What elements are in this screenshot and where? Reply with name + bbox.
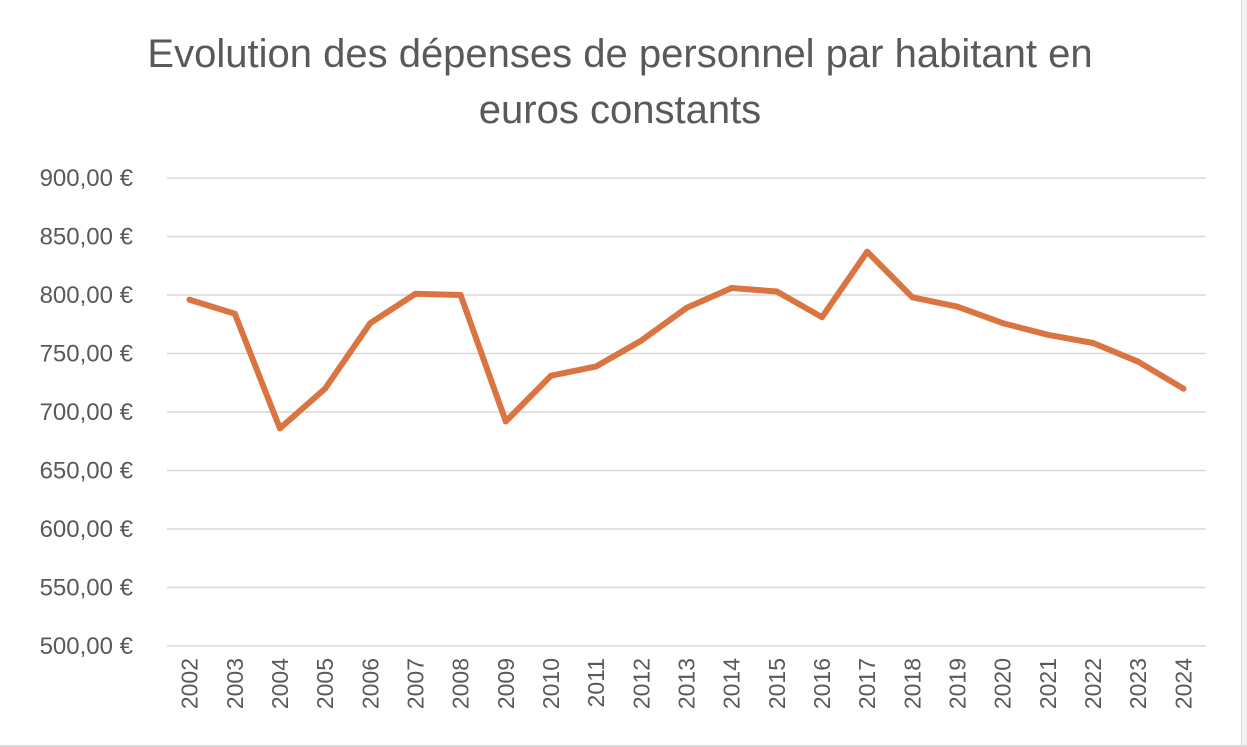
data-point (909, 294, 916, 301)
x-tick-label: 2019 (945, 658, 971, 709)
data-point (1090, 339, 1097, 346)
x-tick-label: 2018 (899, 658, 925, 709)
data-point (1135, 358, 1142, 365)
data-point (231, 310, 238, 317)
x-tick-label: 2002 (177, 658, 203, 709)
data-point (954, 303, 961, 310)
data-point (864, 248, 871, 255)
x-tick-label: 2015 (764, 658, 790, 709)
x-tick-label: 2010 (538, 658, 564, 709)
right-edge-divider (1241, 0, 1247, 747)
x-axis-ticks: 2002 2003 2004 2005 2006 2007 2008 2009 2010 2011… (177, 658, 1197, 709)
y-tick-label: 500,00 € (40, 633, 134, 660)
series-line (186, 248, 1187, 432)
chart-title-line-1: Evolution des dépenses de personnel par … (147, 32, 1093, 76)
x-tick-label: 2004 (267, 658, 293, 709)
data-point (819, 314, 826, 321)
data-point (547, 372, 554, 379)
y-tick-label: 850,00 € (40, 224, 134, 251)
x-tick-label: 2012 (628, 658, 654, 709)
data-point (999, 320, 1006, 327)
y-tick-label: 700,00 € (40, 399, 134, 426)
bottom-edge-divider (0, 745, 1247, 747)
data-point (1044, 331, 1051, 338)
x-tick-label: 2023 (1125, 658, 1151, 709)
x-tick-label: 2021 (1035, 658, 1061, 709)
x-tick-label: 2007 (402, 658, 428, 709)
x-tick-label: 2017 (854, 658, 880, 709)
y-tick-label: 600,00 € (40, 516, 134, 543)
data-point (773, 288, 780, 295)
data-point (638, 337, 645, 344)
y-axis-ticks: 500,00 € 550,00 € 600,00 € 650,00 € 700,00 €… (40, 165, 134, 660)
x-tick-label: 2016 (809, 658, 835, 709)
data-point (367, 320, 374, 327)
x-tick-label: 2024 (1170, 658, 1196, 709)
data-point (593, 363, 600, 370)
y-tick-label: 800,00 € (40, 282, 134, 309)
y-tick-label: 900,00 € (40, 165, 134, 192)
x-tick-label: 2013 (674, 658, 700, 709)
chart-title: Evolution des dépenses de personnel par … (0, 26, 1240, 138)
gridlines (167, 177, 1206, 647)
data-point (276, 425, 283, 432)
y-tick-label: 750,00 € (40, 341, 134, 368)
x-tick-label: 2009 (493, 658, 519, 709)
x-tick-label: 2011 (583, 658, 609, 707)
x-tick-label: 2005 (312, 658, 338, 709)
data-point (186, 296, 193, 303)
y-tick-label: 650,00 € (40, 458, 134, 485)
x-tick-label: 2003 (222, 658, 248, 709)
x-tick-label: 2020 (990, 658, 1016, 709)
data-point (683, 304, 690, 311)
data-point (457, 292, 464, 298)
x-tick-label: 2014 (719, 658, 745, 709)
data-point (412, 290, 419, 297)
series-layer (186, 248, 1187, 432)
data-point (1180, 385, 1187, 392)
x-tick-label: 2022 (1080, 658, 1106, 709)
chart-title-line-2: euros constants (478, 88, 762, 132)
y-tick-label: 550,00 € (40, 575, 134, 602)
data-point (728, 284, 735, 291)
data-point (502, 418, 509, 425)
x-tick-label: 2006 (357, 658, 383, 709)
data-point (322, 385, 329, 392)
x-tick-label: 2008 (448, 658, 474, 709)
